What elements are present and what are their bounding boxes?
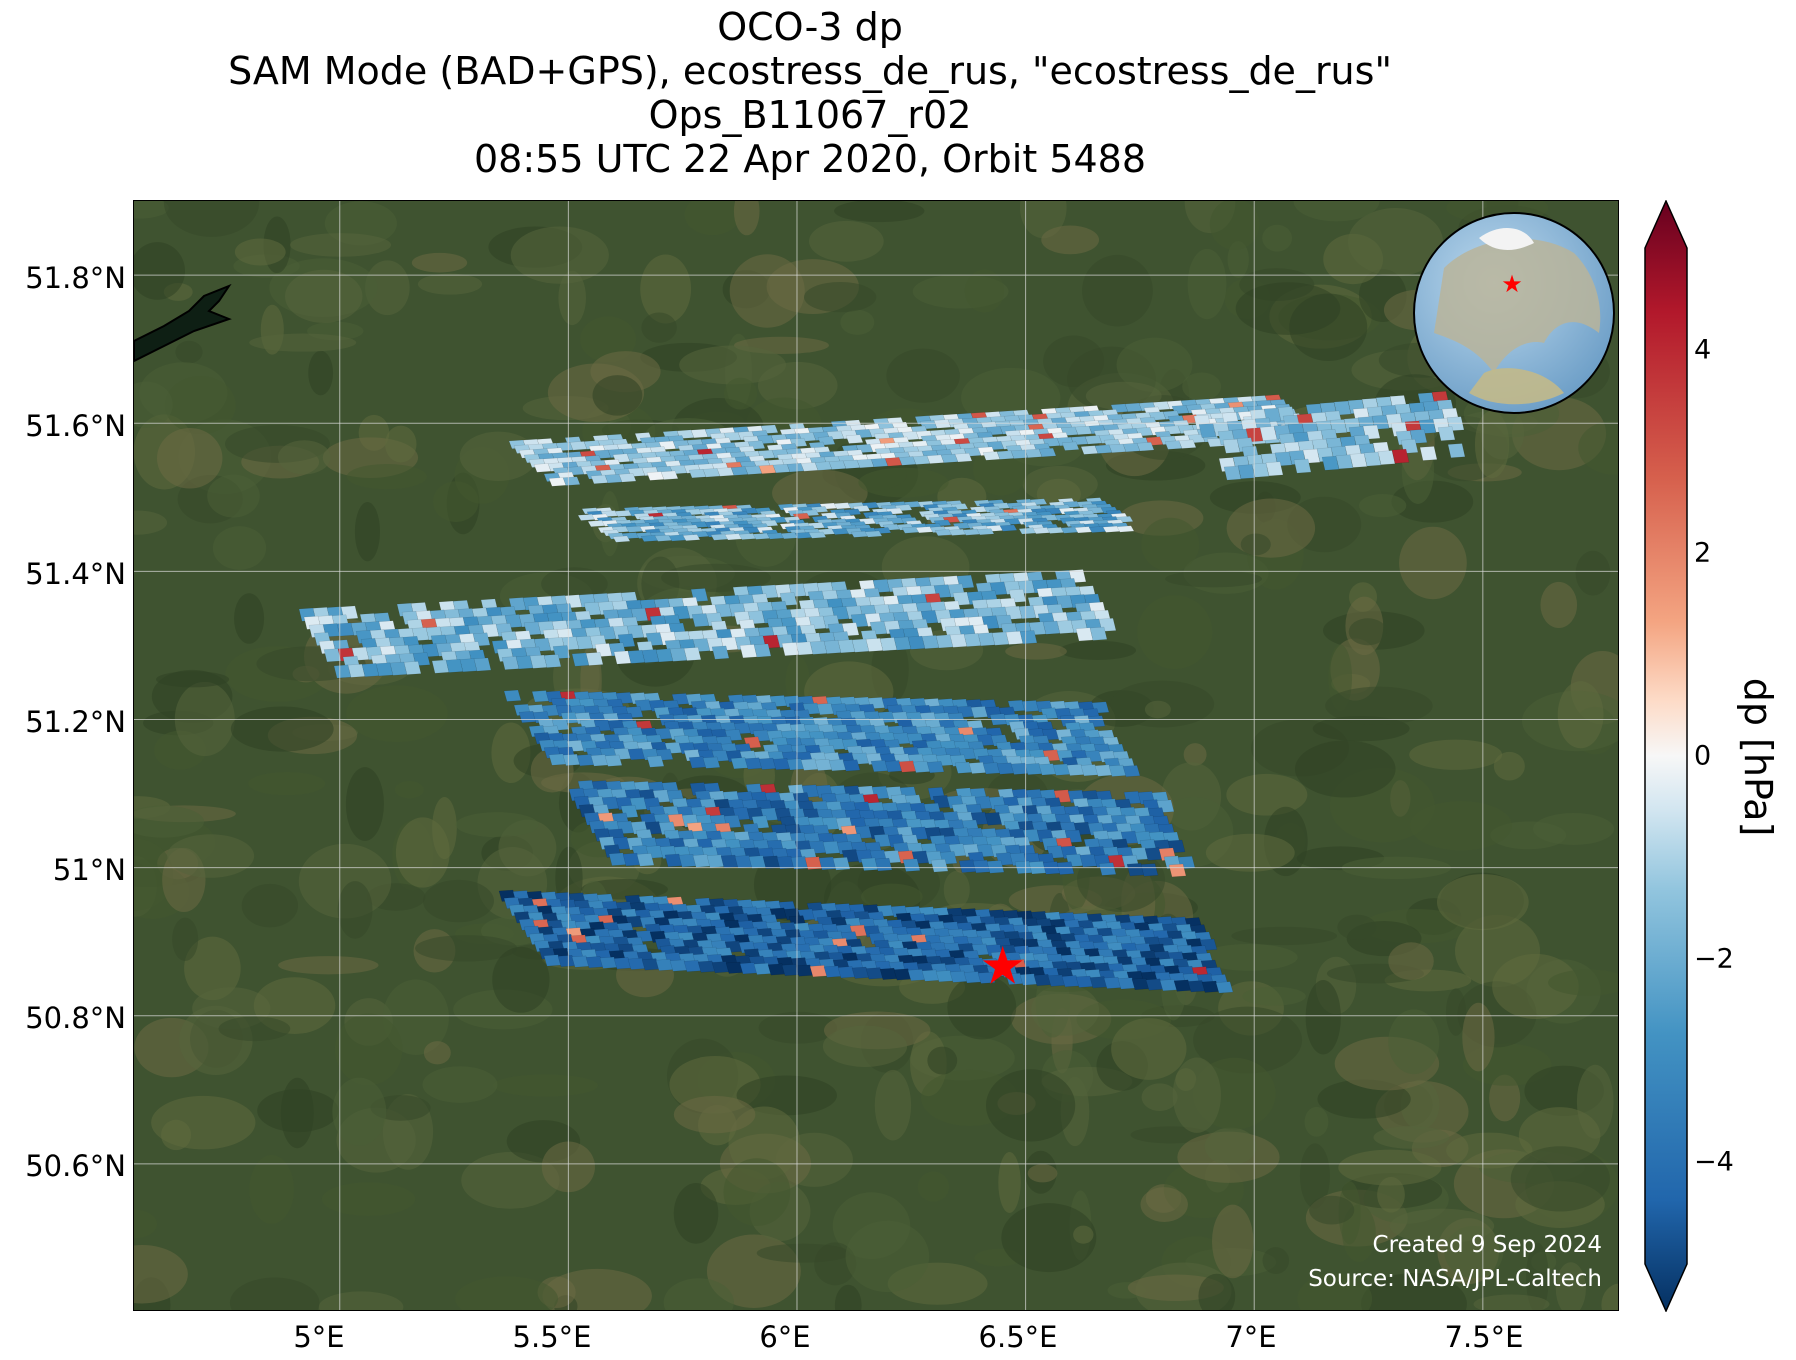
y-tick-51n: 51°N xyxy=(52,853,126,887)
globe-greenland xyxy=(1479,227,1534,250)
inset-globe: ★ xyxy=(1413,212,1615,414)
y-tick-51-2n: 51.2°N xyxy=(25,705,126,739)
globe-africa xyxy=(1469,368,1564,405)
map-canvas: ★ ★ xyxy=(134,201,1618,1310)
sounding-swath xyxy=(298,390,1466,994)
river-estuary xyxy=(134,283,232,363)
y-tick-51-8n: 51.8°N xyxy=(25,261,126,295)
y-tick-51-6n: 51.6°N xyxy=(25,409,126,443)
title-line-3: Ops_B11067_r02 xyxy=(648,93,972,137)
x-tick-7e: 7°E xyxy=(1225,1320,1277,1354)
colorbar-tick: 4 xyxy=(1694,334,1712,366)
colorbar-tick: 2 xyxy=(1694,537,1712,569)
target-marker-layer: ★ xyxy=(979,937,1026,997)
y-tick-50-6n: 50.6°N xyxy=(25,1149,126,1183)
map-gridlines xyxy=(134,201,1618,1310)
colorbar-tick: −4 xyxy=(1694,1146,1734,1178)
map-panel[interactable]: ★ ★ Created 9 Sep 2024 Source: NASA/JPL-… xyxy=(133,200,1619,1311)
title-line-4: 08:55 UTC 22 Apr 2020, Orbit 5488 xyxy=(473,137,1146,181)
x-tick-5-5e: 5.5°E xyxy=(512,1320,592,1354)
y-tick-51-4n: 51.4°N xyxy=(25,557,126,591)
colorbar-tick: 0 xyxy=(1694,740,1712,772)
globe-star-marker: ★ xyxy=(1501,270,1523,298)
colorbar-tick: −2 xyxy=(1694,943,1734,975)
colorbar-label: dp [hPa] xyxy=(1736,677,1780,837)
x-tick-6e: 6°E xyxy=(759,1320,811,1354)
colorbar xyxy=(1644,200,1688,1312)
title-line-2: SAM Mode (BAD+GPS), ecostress_de_rus, "e… xyxy=(228,49,1392,93)
title-line-1: OCO-3 dp xyxy=(717,5,903,49)
globe-landmass xyxy=(1434,238,1601,373)
x-tick-5e: 5°E xyxy=(293,1320,345,1354)
y-tick-50-8n: 50.8°N xyxy=(25,1001,126,1035)
x-tick-7-5e: 7.5°E xyxy=(1444,1320,1524,1354)
colorbar-gradient xyxy=(1644,200,1688,1312)
created-credit: Created 9 Sep 2024 xyxy=(1372,1232,1602,1258)
target-star-marker: ★ xyxy=(979,937,1026,997)
source-credit: Source: NASA/JPL-Caltech xyxy=(1308,1266,1602,1292)
x-tick-6-5e: 6.5°E xyxy=(978,1320,1058,1354)
